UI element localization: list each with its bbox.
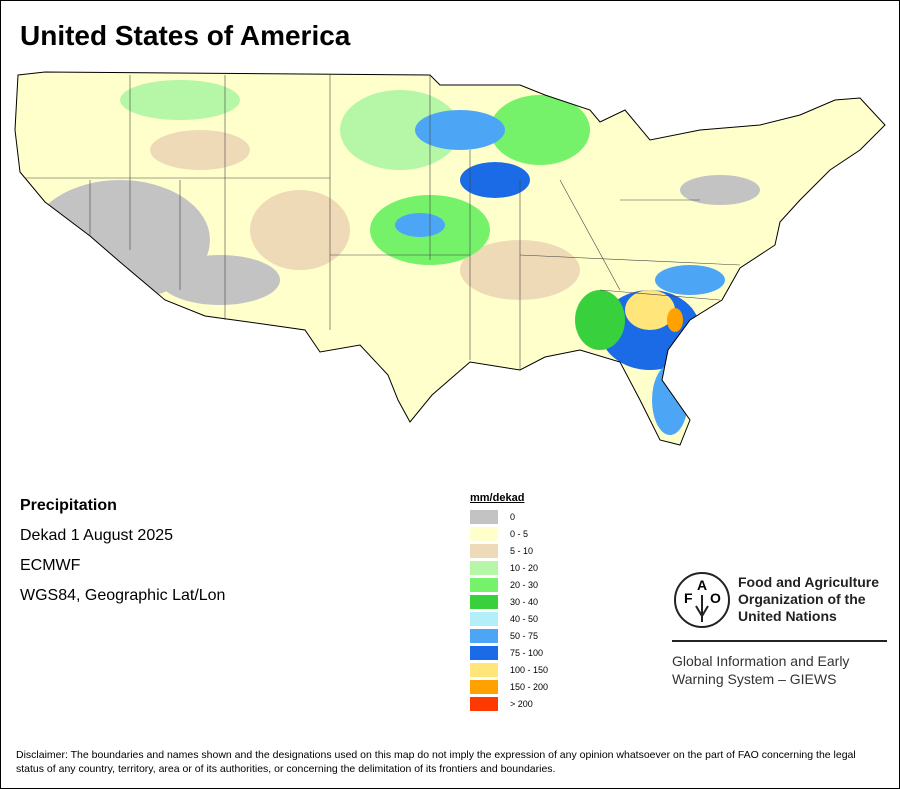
disclaimer: Disclaimer: The boundaries and names sho…: [16, 749, 856, 775]
legend-label: 0: [510, 511, 516, 522]
map-title: United States of America: [20, 20, 351, 51]
legend-item: 0 - 5: [470, 525, 548, 542]
fao-logo-block: F A O Food and Agriculture Organization …: [672, 570, 887, 687]
legend-item: 30 - 40: [470, 593, 548, 610]
fao-name: Food and Agriculture Organization of the…: [738, 574, 898, 625]
legend-item: 40 - 50: [470, 610, 548, 627]
legend-swatch: [470, 560, 498, 575]
legend-label: 40 - 50: [510, 613, 539, 624]
legend-item: 150 - 200: [470, 678, 548, 695]
legend: mm/dekad 0 0 - 5 5 - 10 10 - 20 20 - 30 30 - …: [470, 492, 548, 712]
legend-label: 50 - 75: [510, 630, 539, 641]
legend-swatch: [470, 628, 498, 643]
legend-swatch: [470, 645, 498, 660]
legend-title: mm/dekad: [470, 492, 525, 504]
legend-item: 75 - 100: [470, 644, 548, 661]
legend-swatch: [470, 526, 498, 541]
legend-label: 75 - 100: [510, 647, 544, 658]
fao-name-line3: United Nations: [738, 608, 837, 624]
giews-line1: Global Information and Early: [672, 653, 850, 669]
legend-item: 20 - 30: [470, 576, 548, 593]
legend-swatch: [470, 679, 498, 694]
legend-label: 5 - 10: [510, 545, 534, 556]
legend-label: 150 - 200: [510, 681, 549, 692]
legend-swatch: [470, 594, 498, 609]
legend-swatch: [470, 611, 498, 626]
svg-text:A: A: [697, 577, 707, 593]
legend-swatch: [470, 577, 498, 592]
state-boundaries: [25, 75, 741, 370]
legend-item: > 200: [470, 695, 548, 712]
giews-name: Global Information and Early Warning Sys…: [672, 652, 900, 688]
precipitation-map: [14, 71, 886, 446]
legend-label: 10 - 20: [510, 562, 539, 573]
us-border: [14, 71, 886, 446]
legend-item: 100 - 150: [470, 661, 548, 678]
svg-text:F: F: [684, 590, 693, 606]
legend-label: 0 - 5: [510, 528, 529, 539]
projection-label: WGS84, Geographic Lat/Lon: [20, 587, 226, 604]
fao-name-line1: Food and Agriculture: [738, 574, 880, 590]
legend-item: 0: [470, 508, 548, 525]
model-label: ECMWF: [20, 557, 81, 574]
legend-swatch: [470, 509, 498, 524]
legend-label: 100 - 150: [510, 664, 549, 675]
legend-label: 20 - 30: [510, 579, 539, 590]
fao-name-line2: Organization of the: [738, 591, 866, 607]
giews-line2: Warning System – GIEWS: [672, 671, 837, 687]
legend-label: > 200: [510, 698, 533, 709]
legend-swatch: [470, 543, 498, 558]
svg-text:O: O: [710, 590, 721, 606]
fao-emblem-icon: F A O: [674, 572, 730, 628]
legend-label: 30 - 40: [510, 596, 539, 607]
legend-swatch: [470, 662, 498, 677]
legend-swatch: [470, 696, 498, 711]
legend-item: 5 - 10: [470, 542, 548, 559]
period-label: Dekad 1 August 2025: [20, 527, 174, 544]
legend-item: 50 - 75: [470, 627, 548, 644]
variable-label: Precipitation: [20, 497, 117, 514]
divider: [672, 640, 887, 642]
legend-item: 10 - 20: [470, 559, 548, 576]
